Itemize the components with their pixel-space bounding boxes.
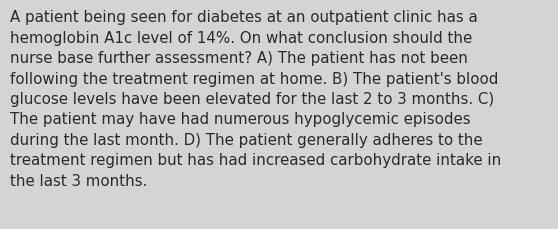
Text: A patient being seen for diabetes at an outpatient clinic has a
hemoglobin A1c l: A patient being seen for diabetes at an …	[10, 10, 501, 188]
